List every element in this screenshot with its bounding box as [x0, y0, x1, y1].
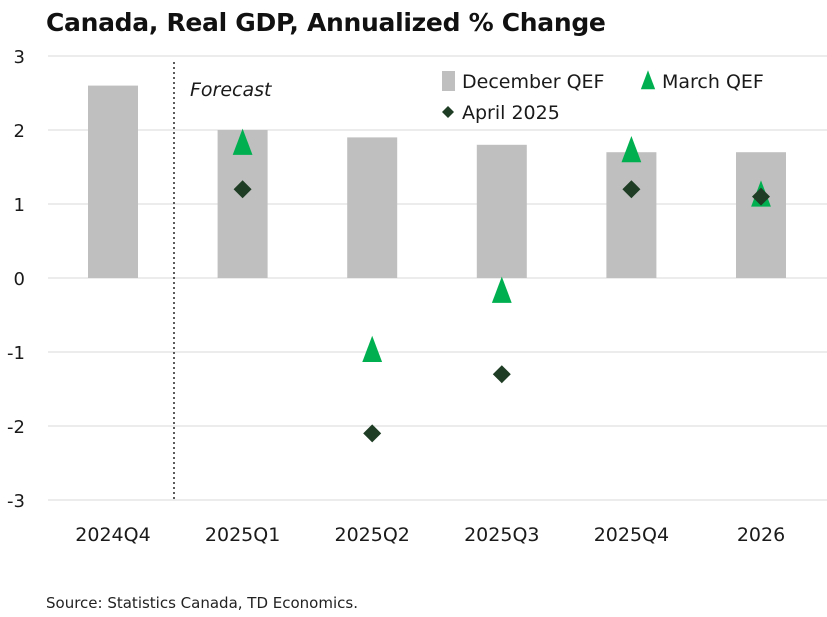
legend-label: April 2025	[462, 102, 560, 124]
bar-2024Q4	[88, 85, 138, 278]
y-tick-label: -1	[7, 343, 25, 364]
legend-item-march-qef: March QEF	[640, 70, 764, 93]
april-2025-point-2026	[752, 187, 770, 206]
legend-item-december-qef: December QEF	[442, 71, 604, 93]
x-tick-label: 2025Q1	[205, 524, 280, 546]
chart-title: Canada, Real GDP, Annualized % Change	[46, 8, 606, 37]
y-tick-label: 2	[14, 121, 25, 142]
y-tick-label: -2	[7, 417, 25, 438]
x-tick-label: 2026	[737, 524, 785, 546]
march-qef-point-2025Q4	[621, 136, 642, 163]
legend-diamond	[442, 106, 454, 118]
april-2025-point-2025Q1	[233, 180, 252, 199]
bar-series	[88, 85, 786, 278]
y-tick-labels: 3 2 1 0 -1 -2 -3	[7, 47, 25, 512]
y-tick-label: 1	[14, 195, 25, 216]
bar-2026	[736, 152, 786, 278]
y-tick-label: 3	[14, 47, 25, 68]
bar-2025Q4	[606, 152, 657, 278]
legend-swatch	[442, 71, 455, 91]
x-tick-label: 2025Q3	[464, 524, 539, 546]
y-tick-label: -3	[7, 491, 25, 512]
legend-triangle	[640, 70, 656, 90]
x-tick-label: 2025Q2	[334, 524, 409, 546]
april-2025-point-2025Q2	[363, 424, 382, 443]
source-note: Source: Statistics Canada, TD Economics.	[46, 594, 358, 612]
x-tick-labels: 2024Q4 2025Q1 2025Q2 2025Q3 2025Q4 2026	[75, 524, 785, 546]
march-qef-point-2025Q3	[491, 276, 512, 303]
bar-2025Q2	[347, 137, 398, 278]
march-qef-point-2025Q2	[362, 335, 383, 363]
legend-item-april-2025: April 2025	[442, 102, 560, 124]
grid-lines	[48, 55, 827, 501]
x-tick-label: 2025Q4	[594, 524, 669, 546]
april-2025-point-2025Q4	[622, 180, 641, 199]
april-2025-point-2025Q3	[492, 365, 511, 384]
legend-label: March QEF	[662, 71, 764, 93]
y-tick-label: 0	[14, 269, 25, 290]
bar-2025Q3	[476, 144, 527, 278]
marker-series	[232, 128, 771, 443]
march-qef-point-2025Q1	[232, 128, 253, 155]
legend: December QEF March QEF April 2025	[442, 70, 764, 124]
x-tick-label: 2024Q4	[75, 524, 150, 546]
forecast-annotation: Forecast	[190, 79, 273, 101]
legend-label: December QEF	[462, 71, 604, 93]
